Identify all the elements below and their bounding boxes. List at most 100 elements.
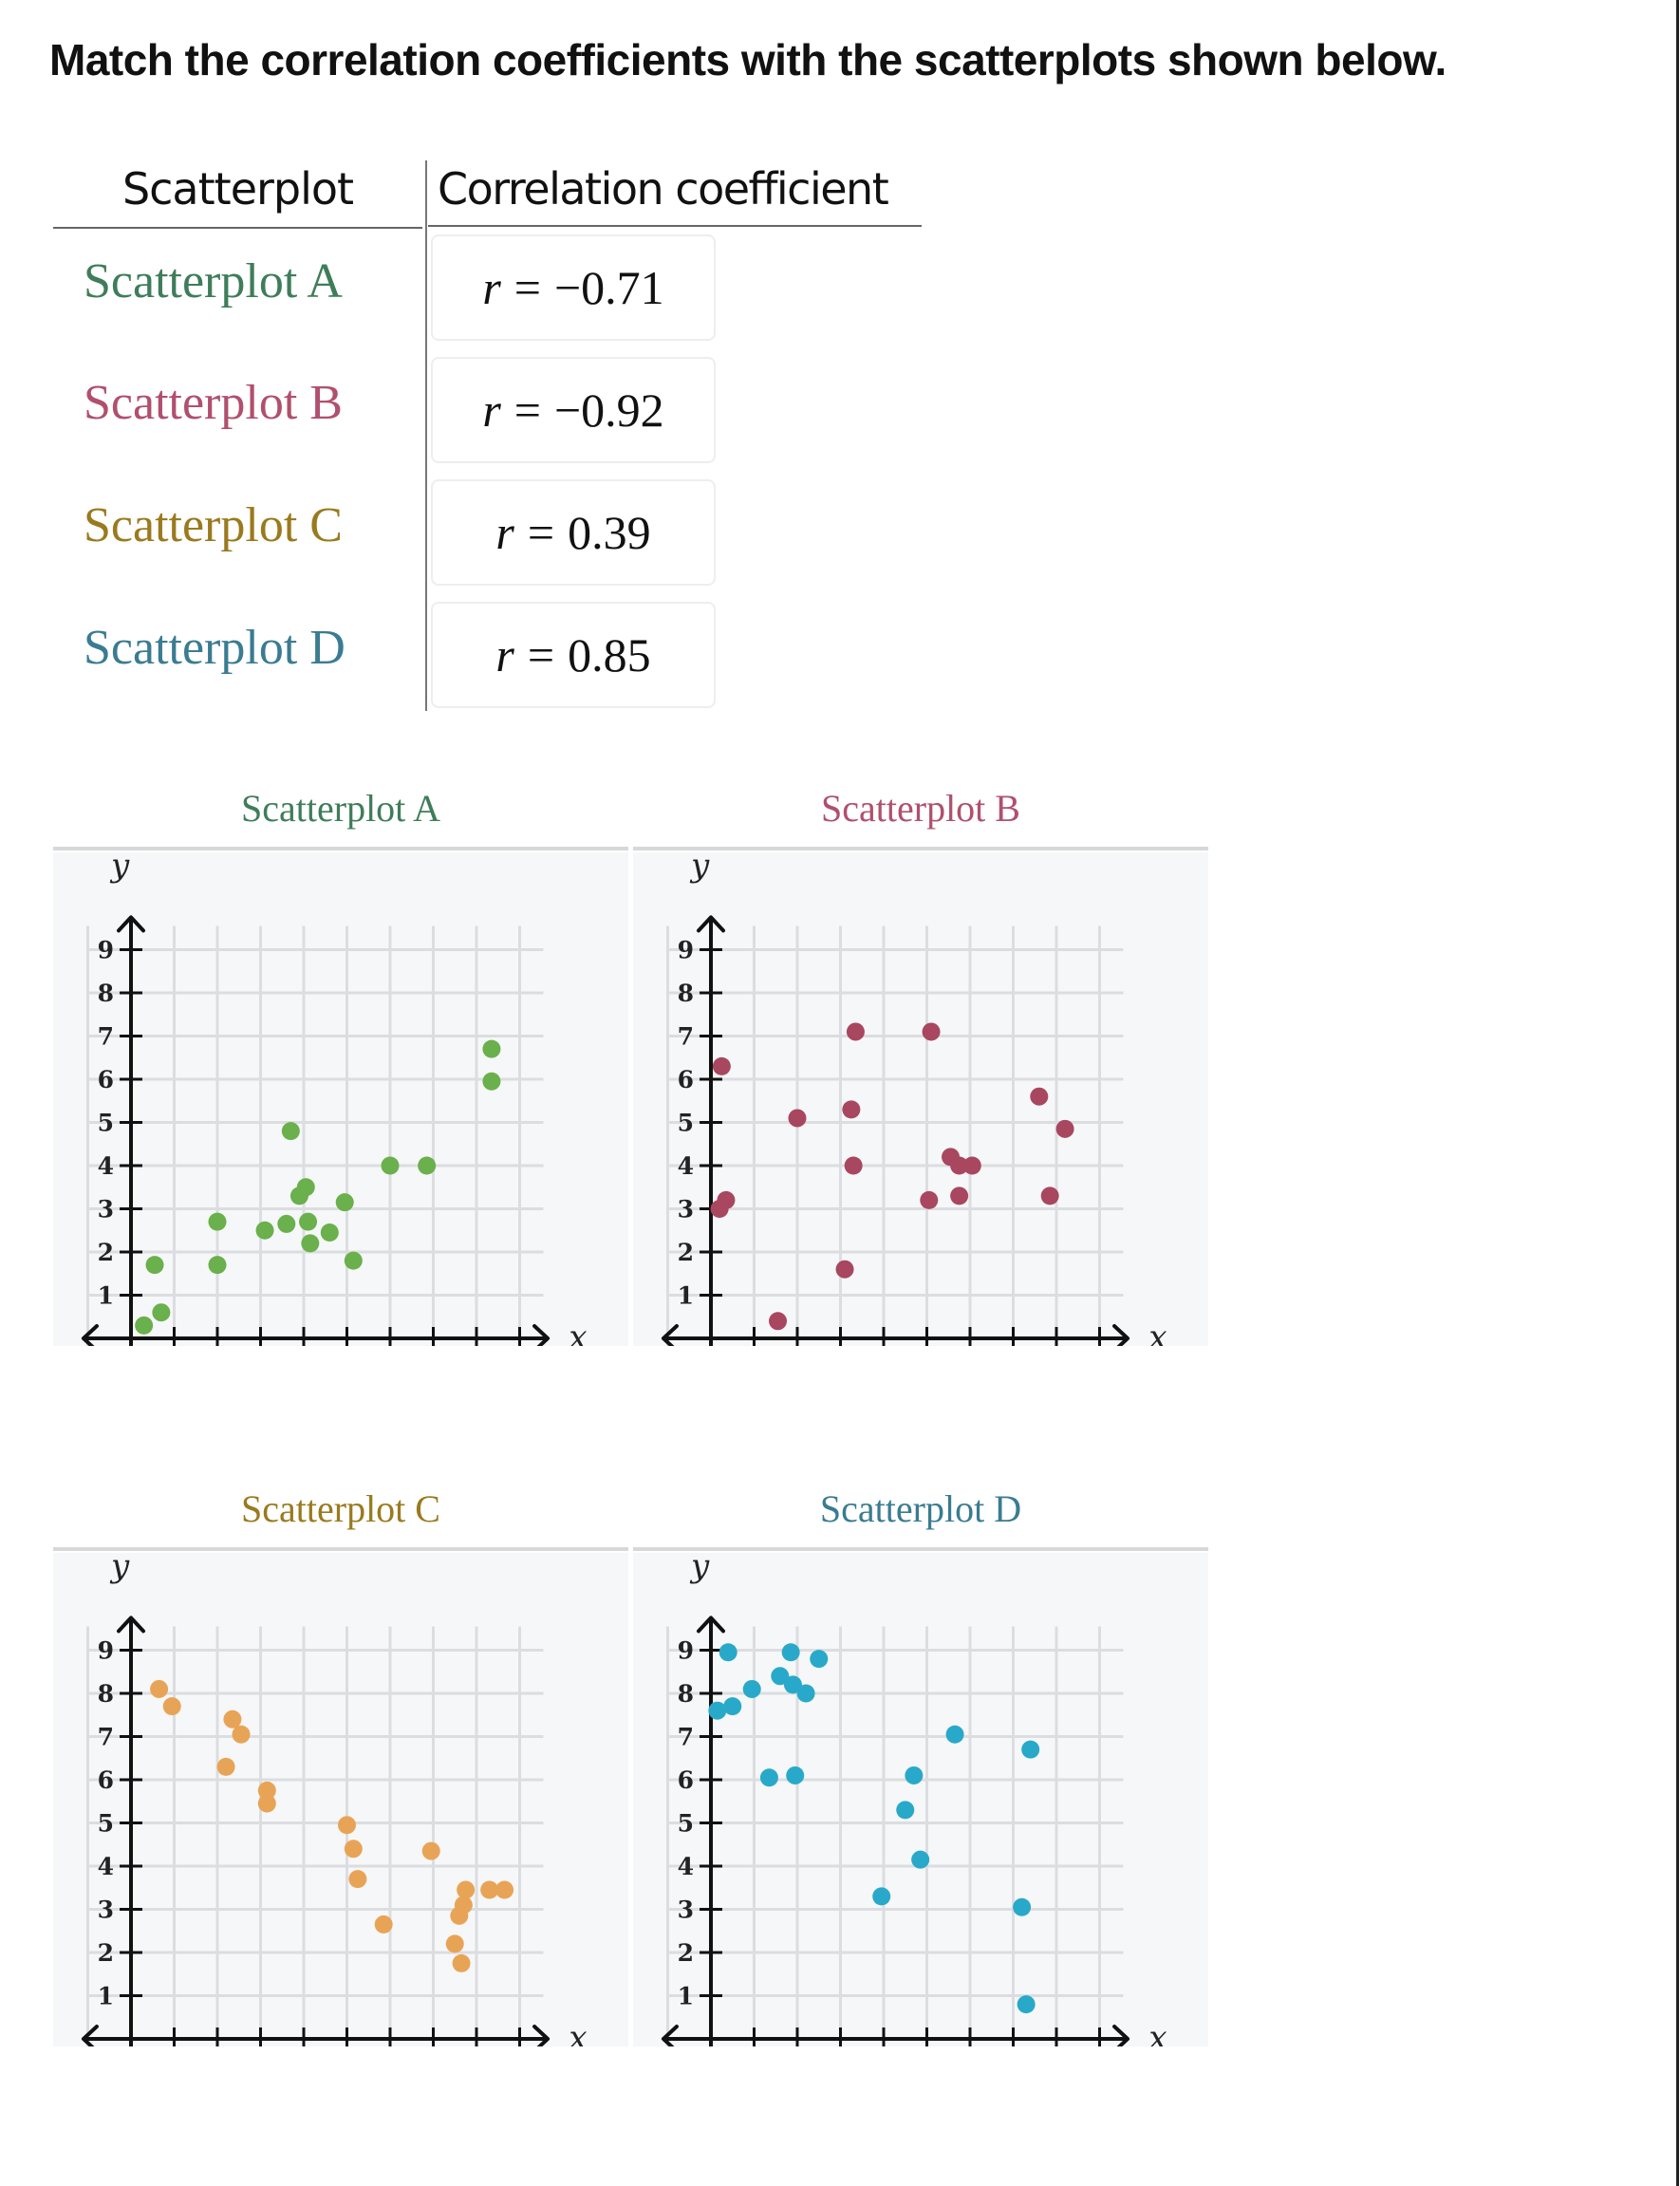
data-point bbox=[452, 1953, 471, 1972]
data-point bbox=[896, 1801, 915, 1820]
data-points bbox=[710, 1022, 1074, 1331]
data-points bbox=[150, 1679, 514, 1972]
scatterplot-d-title: Scatterplot D bbox=[819, 1487, 1022, 1530]
y-tick-label: 1 bbox=[678, 1282, 694, 1310]
data-point bbox=[945, 1725, 964, 1744]
data-point bbox=[482, 1039, 501, 1058]
data-point bbox=[482, 1072, 501, 1091]
y-axis-label: y bbox=[689, 852, 710, 885]
axes: 123456789123456789xy bbox=[81, 1553, 588, 2046]
y-tick-label: 3 bbox=[678, 1896, 694, 1924]
data-point bbox=[257, 1794, 276, 1813]
x-axis-arrow-left-icon bbox=[661, 2025, 679, 2046]
x-axis-arrow-left-icon bbox=[661, 1324, 679, 1346]
data-point bbox=[1040, 1186, 1059, 1205]
scatterplot-b-chart: 123456789123456789xy bbox=[661, 852, 1167, 1346]
data-point bbox=[719, 1643, 737, 1662]
question-prompt: Match the correlation coefficients with … bbox=[49, 35, 1447, 84]
y-axis-label: y bbox=[689, 1553, 710, 1585]
r-symbol: r bbox=[482, 383, 501, 437]
r-symbol: r bbox=[495, 506, 514, 559]
data-point bbox=[1021, 1740, 1040, 1759]
data-point bbox=[810, 1650, 829, 1669]
coefficient-card-d[interactable]: r = 0.85 bbox=[431, 602, 716, 708]
plot-background bbox=[633, 852, 1208, 1346]
coefficient-card-a[interactable]: r = −0.71 bbox=[431, 234, 716, 341]
data-point bbox=[835, 1260, 854, 1279]
data-point bbox=[950, 1186, 969, 1205]
data-point bbox=[844, 1156, 863, 1175]
data-point bbox=[281, 1122, 300, 1141]
data-point bbox=[783, 1675, 802, 1694]
x-axis-arrow-right-icon bbox=[1112, 1324, 1130, 1346]
y-tick-label: 6 bbox=[98, 1066, 114, 1093]
data-point bbox=[708, 1701, 727, 1720]
data-point bbox=[344, 1840, 363, 1859]
y-tick-label: 3 bbox=[678, 1196, 694, 1224]
y-tick-label: 8 bbox=[98, 980, 114, 1007]
data-point bbox=[232, 1725, 251, 1744]
row-label-a: Scatterplot A bbox=[84, 254, 343, 308]
coefficient-value: −0.71 bbox=[553, 261, 664, 314]
y-axis-arrow-up-icon bbox=[117, 915, 145, 933]
y-tick-label: 3 bbox=[98, 1196, 114, 1224]
coefficient-card-b[interactable]: r = −0.92 bbox=[431, 357, 716, 463]
equals-sign: = bbox=[527, 628, 555, 682]
equals-sign: = bbox=[527, 506, 555, 559]
axes: 123456789123456789xy bbox=[661, 1553, 1167, 2046]
scatterplot-c-chart: 123456789123456789xy bbox=[81, 1553, 588, 2046]
data-point bbox=[299, 1212, 318, 1231]
title-rule bbox=[633, 847, 1208, 850]
data-point bbox=[480, 1880, 499, 1899]
x-axis-arrow-right-icon bbox=[532, 2025, 551, 2046]
data-point bbox=[301, 1234, 320, 1253]
y-tick-label: 3 bbox=[98, 1896, 114, 1924]
data-point bbox=[781, 1643, 800, 1662]
y-tick-label: 5 bbox=[678, 1110, 694, 1137]
grid bbox=[666, 1626, 1124, 2046]
data-point bbox=[348, 1870, 367, 1889]
data-point bbox=[495, 1880, 514, 1899]
scatterplot-c-title: Scatterplot C bbox=[241, 1487, 440, 1530]
grid bbox=[86, 925, 544, 1346]
y-axis-arrow-up-icon bbox=[697, 915, 725, 933]
y-tick-label: 4 bbox=[98, 1152, 114, 1180]
coefficient-card-c[interactable]: r = 0.39 bbox=[431, 479, 716, 586]
y-tick-label: 7 bbox=[98, 1724, 114, 1751]
data-point bbox=[216, 1757, 235, 1776]
y-axis-arrow-up-icon bbox=[117, 1616, 145, 1634]
data-point bbox=[418, 1156, 437, 1175]
scatterplot-b-title: Scatterplot B bbox=[821, 787, 1020, 830]
x-axis-arrow-right-icon bbox=[1112, 2025, 1130, 2046]
coefficient-value: 0.85 bbox=[568, 628, 651, 682]
data-point bbox=[842, 1100, 861, 1119]
data-point bbox=[911, 1850, 930, 1869]
data-point bbox=[771, 1667, 790, 1686]
data-point bbox=[759, 1768, 778, 1787]
y-tick-label: 9 bbox=[98, 937, 114, 964]
row-label-d: Scatterplot D bbox=[84, 621, 345, 675]
data-point bbox=[421, 1841, 440, 1860]
y-tick-label: 7 bbox=[678, 1023, 694, 1051]
x-axis-label: x bbox=[1148, 1318, 1167, 1346]
data-point bbox=[920, 1190, 939, 1209]
row-label-b: Scatterplot B bbox=[84, 376, 343, 430]
y-tick-label: 5 bbox=[98, 1110, 114, 1137]
y-tick-label: 7 bbox=[678, 1724, 694, 1751]
data-point bbox=[922, 1022, 941, 1041]
data-point bbox=[712, 1056, 731, 1075]
y-tick-label: 2 bbox=[678, 1239, 694, 1266]
data-point bbox=[786, 1766, 805, 1784]
data-point bbox=[788, 1109, 807, 1128]
data-point bbox=[320, 1224, 339, 1242]
y-tick-label: 6 bbox=[98, 1766, 114, 1794]
plot-background bbox=[53, 1553, 628, 2046]
y-tick-label: 7 bbox=[98, 1023, 114, 1051]
data-point bbox=[1017, 1995, 1036, 2014]
data-point bbox=[950, 1156, 969, 1175]
x-axis-arrow-left-icon bbox=[81, 2025, 99, 2046]
y-tick-label: 8 bbox=[678, 980, 694, 1007]
y-tick-label: 4 bbox=[98, 1853, 114, 1880]
data-point bbox=[457, 1880, 476, 1899]
y-tick-label: 1 bbox=[98, 1983, 114, 2010]
